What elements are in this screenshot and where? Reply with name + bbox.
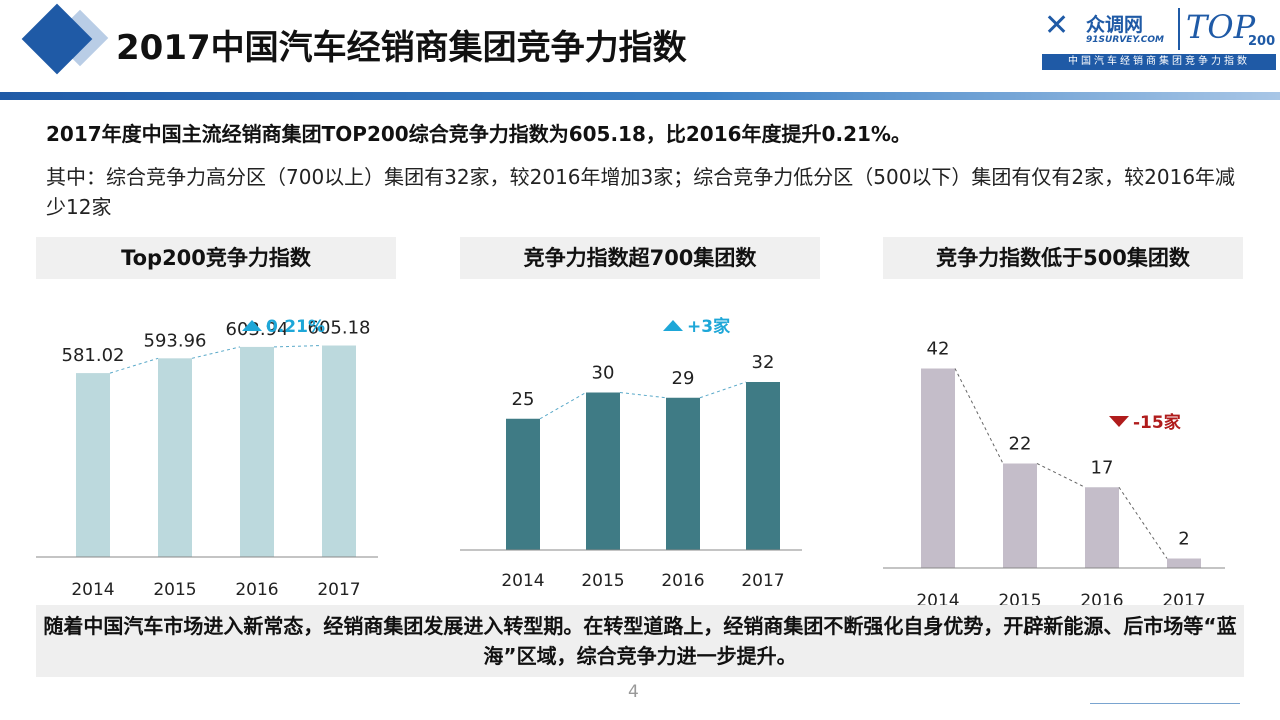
chart-bar [240,346,274,557]
chart-bar [76,373,110,557]
bar-value-label: 30 [592,363,615,384]
conclusion-text: 随着中国汽车市场进入新常态，经销商集团发展进入转型期。在转型道路上，经销商集团不… [36,605,1244,677]
chart-bar [586,392,620,550]
bar-value-label: 2 [1178,529,1189,550]
chart-bar [506,418,540,550]
trend-connector [699,381,747,399]
x-tick-label: 2017 [741,571,784,591]
bar-value-label: 581.02 [62,345,125,366]
page-number: 4 [628,682,639,702]
logo-mark-icon: ✕ [1044,8,1070,43]
chart-svg: 581.022014593.962015603.942016605.182017… [36,317,378,600]
chart-under500-count: 42 2014 22 2015 17 2016 2 2017 -15家 [883,300,1243,611]
bar-value-label: 42 [927,339,950,360]
page-title: 2017中国汽车经销商集团竞争力指数 [116,28,687,68]
bar-value-label: 593.96 [144,330,207,351]
chart-bar [322,345,356,557]
bar-value-label: 22 [1009,434,1032,455]
chart-bar [666,397,700,550]
chart-bar [158,358,192,557]
logo-strip: 中国汽车经销商集团竞争力指数 [1042,54,1276,70]
chart-bar [1003,463,1037,568]
logo-top-text: TOP [1186,8,1256,46]
trend-connector [1036,463,1086,488]
chart-over700-count: 25 2014 30 2015 29 2016 32 2017 +3家 [460,300,820,600]
change-annotation: 0.21% [266,317,325,337]
bar-value-label: 32 [752,352,775,373]
chart-bar [746,382,780,550]
x-tick-label: 2015 [153,580,196,600]
brand-logo: ✕ 众调网 91SURVEY.COM TOP 200 中国汽车经销商集团竞争力指… [1040,6,1276,72]
trend-connector [539,392,587,420]
increase-arrow-icon [663,320,683,331]
change-annotation: +3家 [687,316,730,337]
chart-bar [1167,558,1201,568]
x-tick-label: 2014 [501,571,544,591]
bar-value-label: 605.18 [308,318,371,339]
x-tick-label: 2016 [661,571,704,591]
chart-bar [1085,487,1119,568]
trend-connector [273,345,323,348]
trend-connector [619,392,667,399]
logo-separator [1178,8,1180,50]
trend-connector [954,368,1004,464]
bar-value-label: 17 [1091,457,1114,478]
trend-connector [1118,486,1168,559]
x-tick-label: 2015 [581,571,624,591]
chart-top200-index: 581.022014593.962015603.942016605.182017… [36,300,396,605]
logo-site: 91SURVEY.COM [1086,35,1165,45]
logo-top-number: 200 [1248,34,1276,49]
footer-divider [1090,703,1240,704]
change-annotation: -15家 [1133,412,1181,433]
x-tick-label: 2014 [71,580,114,600]
trend-connector [109,357,159,374]
chart-svg: 25 2014 30 2015 29 2016 32 2017 +3家 [460,316,802,591]
summary-text: 2017年度中国主流经销商集团TOP200综合竞争力指数为605.18，比201… [46,122,911,146]
detail-text: 其中：综合竞争力高分区（700以上）集团有32家，较2016年增加3家；综合竞争… [46,165,1236,219]
increase-arrow-icon [242,320,262,331]
panel-title-under500: 竞争力指数低于500集团数 [883,237,1243,279]
logo-name: 众调网 [1086,14,1144,36]
trend-connector [191,346,241,359]
chart-bar [921,368,955,568]
bar-value-label: 29 [672,368,695,389]
decrease-arrow-icon [1109,416,1129,427]
header-divider [0,92,1280,100]
x-tick-label: 2017 [317,580,360,600]
x-tick-label: 2016 [235,580,278,600]
panel-title-over700: 竞争力指数超700集团数 [460,237,820,279]
panel-title-top200: Top200竞争力指数 [36,237,396,279]
bar-value-label: 25 [512,389,535,410]
